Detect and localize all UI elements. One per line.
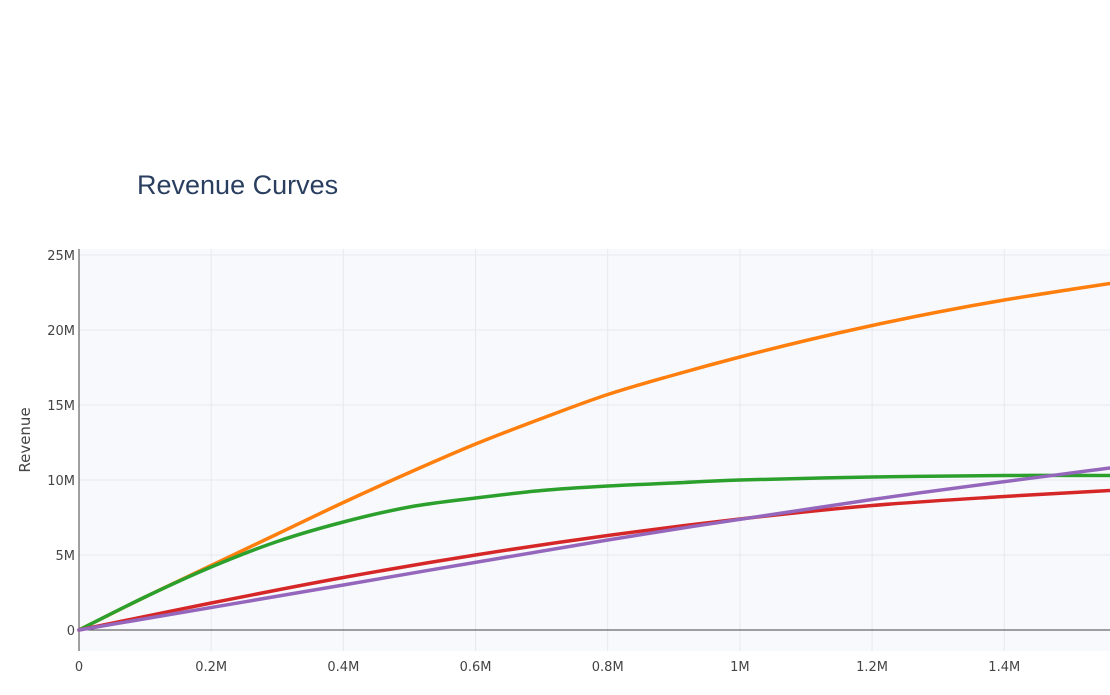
x-tick-label: 0.6M (460, 660, 492, 675)
x-tick-label: 1.4M (988, 660, 1020, 675)
tick-labels: 0 0.2M 0.4M 0.6M 0.8M 1M 1.2M 1.4M 0 5M 10M 15M 20M 2… (47, 249, 1020, 675)
axes (78, 249, 1110, 651)
series-line-4 (77, 466, 1110, 632)
x-tick-label: 0.4M (327, 660, 359, 675)
series-lines (77, 281, 1110, 632)
x-tick-label: 0.2M (195, 660, 227, 675)
series-line-3 (77, 488, 1110, 632)
x-tick-label: 1.2M (856, 660, 888, 675)
x-tick-label: 0 (75, 660, 83, 675)
x-tick-label: 1M (730, 660, 750, 675)
y-axis-title: Revenue (16, 407, 34, 472)
y-tick-label: 5M (56, 549, 76, 564)
x-tick-label: 0.8M (592, 660, 624, 675)
y-tick-label: 25M (47, 249, 75, 264)
y-tick-label: 0 (67, 624, 75, 639)
plot-background (79, 249, 1110, 651)
y-tick-label: 10M (47, 474, 75, 489)
y-tick-label: 15M (47, 399, 75, 414)
grid-lines (79, 249, 1110, 651)
series-line-2 (77, 473, 1110, 632)
y-tick-label: 20M (47, 324, 75, 339)
chart-title: Revenue Curves (137, 170, 339, 200)
series-line-1 (77, 281, 1110, 632)
